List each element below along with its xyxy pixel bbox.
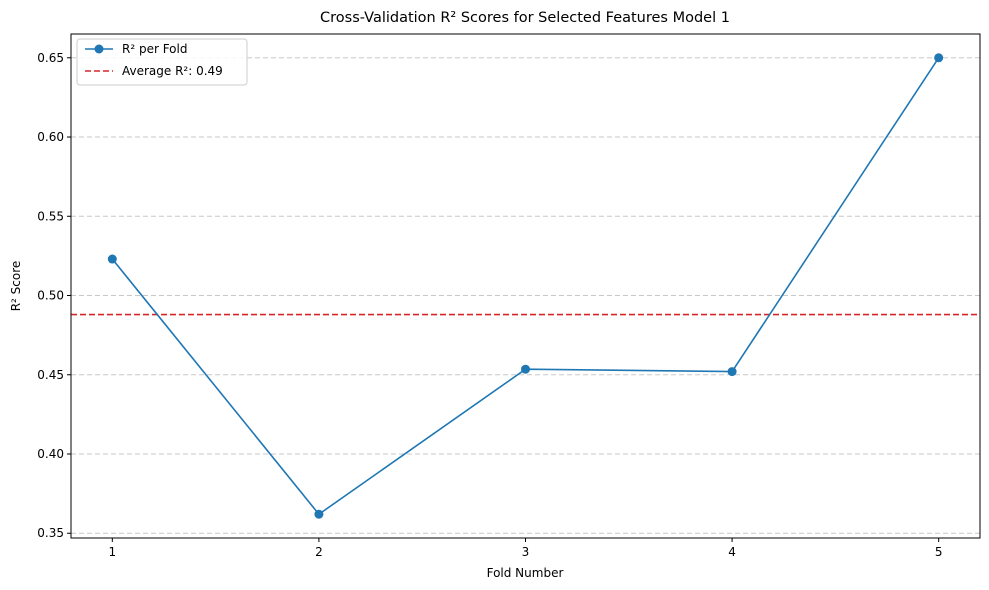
x-tick-label: 1 xyxy=(108,545,116,559)
legend-box xyxy=(76,38,248,86)
series-layer xyxy=(107,53,944,519)
grid-lines xyxy=(71,57,980,534)
y-tick-label: 0.45 xyxy=(37,368,64,382)
chart-title: Cross-Validation R² Scores for Selected … xyxy=(320,10,730,26)
y-tick-label: 0.60 xyxy=(37,130,64,144)
x-axis-ticks: 1 2 3 4 5 xyxy=(108,538,943,559)
y-tick-label: 0.35 xyxy=(37,526,64,540)
legend: R² per Fold Average R²: 0.49 xyxy=(76,38,248,86)
x-tick-label: 3 xyxy=(522,545,530,559)
y-axis-label: R² Score xyxy=(9,261,23,312)
legend-series-marker xyxy=(94,44,104,54)
y-tick-label: 0.40 xyxy=(37,447,64,461)
data-point xyxy=(107,254,117,264)
data-point xyxy=(521,364,530,374)
y-tick-label: 0.55 xyxy=(37,209,64,223)
y-tick-label: 0.65 xyxy=(37,51,64,65)
y-tick-label: 0.50 xyxy=(37,289,64,303)
legend-average-label: Average R²: 0.49 xyxy=(122,64,223,78)
x-tick-label: 4 xyxy=(728,545,736,559)
x-axis-label: Fold Number xyxy=(487,566,564,580)
x-tick-label: 5 xyxy=(935,545,943,559)
y-axis-ticks: 0.35 0.40 0.45 0.50 0.55 0.60 0.65 xyxy=(37,51,71,540)
series-line xyxy=(111,57,940,516)
data-point xyxy=(934,53,944,63)
plot-frame xyxy=(70,33,981,539)
x-tick-label: 2 xyxy=(315,545,323,559)
legend-series-label: R² per Fold xyxy=(122,42,187,56)
data-point xyxy=(727,367,737,377)
data-point xyxy=(314,509,324,519)
